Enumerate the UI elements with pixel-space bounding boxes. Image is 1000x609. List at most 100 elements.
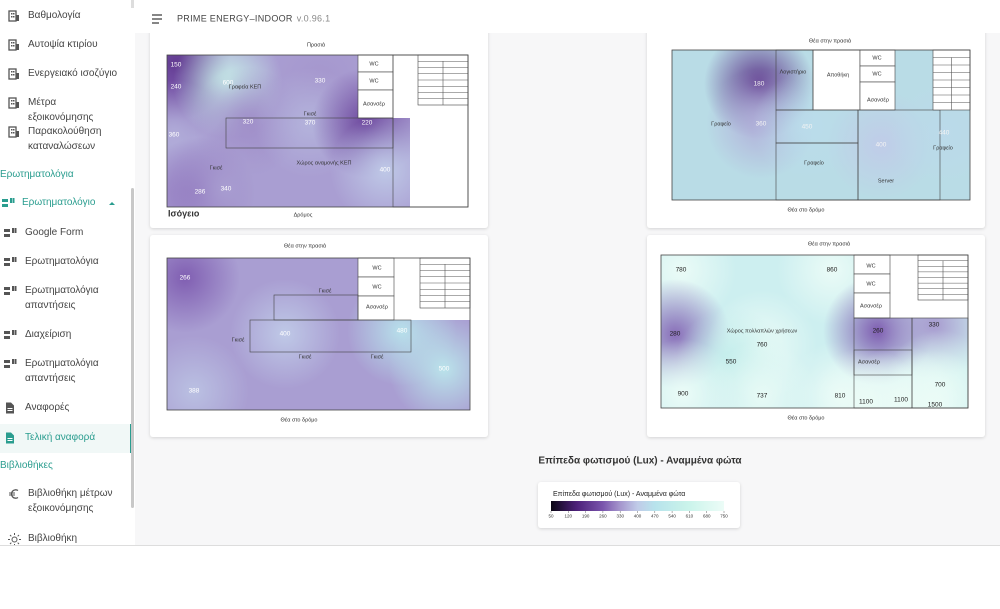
floor-label: Ισόγειο — [168, 208, 200, 218]
room-label: WC — [872, 55, 881, 61]
room-label: Server — [878, 178, 894, 184]
icon — [9, 489, 19, 499]
lux-value: 1100 — [859, 399, 873, 406]
legend-tick-label: 260 — [599, 514, 607, 519]
heat-blob — [880, 350, 968, 408]
floor-plan-card: Θέα στην πρασιά Θέα στο δρόμο WC WC Ασανσέρ Γ… — [150, 235, 488, 437]
icon — [4, 257, 17, 266]
sidebar-item[interactable]: Ερωτηματολόγια — [0, 255, 130, 283]
legend-bar — [551, 501, 724, 511]
floor-plan-card: Θέα στην πρασιά Θέα στο δρόμο Λογιστήριο Απ… — [647, 20, 985, 228]
header-bar — [135, 0, 1000, 33]
room-label: Ασανσέρ — [858, 358, 880, 365]
sidebar-item[interactable]: Βιβλιοθήκη κλιματικών — [0, 532, 130, 545]
plan-outline — [166, 257, 471, 411]
sidebar-item[interactable]: Google Form — [0, 226, 130, 254]
lux-value: 480 — [397, 328, 408, 335]
lux-value: 340 — [221, 186, 232, 193]
room-label: WC — [369, 61, 378, 67]
icon — [4, 228, 17, 237]
sidebar-label: Παρακολούθηση καταναλώσεων — [28, 126, 102, 152]
heat-blob — [661, 339, 738, 408]
content: Πρασιά Δρόμος Ισόγειο WC WC Ασανσέρ Γραφεία ΚΕ… — [135, 0, 1000, 528]
sidebar-item[interactable]: Ερωτηματολόγιο — [0, 196, 130, 224]
sidebar-item[interactable]: Ενεργειακό ισοζύγιο — [0, 67, 130, 95]
scrollbar-thumb — [131, 188, 134, 508]
heat-blob — [707, 341, 817, 408]
room-label: Γραφείο — [933, 145, 953, 151]
lux-value: 180 — [754, 81, 765, 88]
plan-side-label: Θέα στην πρασιά — [808, 240, 851, 247]
legend-title: Επίπεδα φωτισμού (Lux) - Αναμμένα φώτα — [553, 490, 685, 498]
lux-value: 220 — [362, 120, 373, 127]
sidebar-item[interactable]: Παρακολούθηση καταναλώσεων — [0, 125, 130, 153]
legend-tick-label: 680 — [703, 514, 711, 519]
room — [859, 81, 896, 111]
room-label: WC — [866, 281, 875, 287]
sidebar-item[interactable]: Ερωτηματολόγια απαντήσεις — [0, 357, 130, 385]
floor-plan-card: Θέα στην πρασιά Θέα στο δρόμο WC WC Ασανσέρ Χ… — [647, 235, 985, 437]
plan-outline — [660, 254, 969, 409]
plan-side-label: Θέα στην πρασιά — [809, 37, 852, 44]
lux-value: 440 — [939, 130, 950, 137]
lux-value: 810 — [835, 393, 846, 400]
sidebar-item[interactable]: Διαχείριση — [0, 328, 130, 356]
room-label: WC — [372, 265, 381, 271]
sidebar-item[interactable]: Αυτοψία κτιρίου — [0, 38, 130, 66]
sidebar-item[interactable]: Αναφορές — [0, 401, 130, 429]
plan-outline — [166, 54, 469, 208]
lux-value: 330 — [315, 78, 326, 85]
lux-value: 450 — [802, 124, 813, 131]
heat-blob — [171, 134, 281, 207]
plan-side-label: Θέα στο δρόμο — [788, 414, 825, 421]
lux-value: 1100 — [894, 397, 908, 404]
scrollbar-top — [131, 0, 134, 8]
lux-value: 400 — [380, 167, 391, 174]
heat-blob — [389, 314, 470, 410]
room-label: Γκισέ — [304, 110, 317, 117]
heatmap — [167, 55, 410, 207]
legend: Επίπεδα φωτισμού (Lux) - Αναμμένα φώτα Επ… — [538, 456, 742, 528]
wall — [853, 349, 913, 376]
lux-value: 280 — [670, 331, 681, 338]
sidebar-item[interactable]: Βαθμολογία — [0, 9, 130, 37]
legend-tick-label: 120 — [565, 514, 573, 519]
legend-tick-label: 540 — [668, 514, 676, 519]
lux-value: 550 — [726, 359, 737, 366]
sidebar-item[interactable]: Τελική αναφορά — [0, 424, 132, 453]
legend-heading: Επίπεδα φωτισμού (Lux) - Αναμμένα φώτα — [538, 456, 742, 467]
sidebar-label: Αυτοψία κτιρίου — [28, 39, 98, 50]
sidebar-label: Ενεργειακό ισοζύγιο — [28, 68, 118, 79]
legend-tick-label: 330 — [616, 514, 624, 519]
lux-value: 320 — [243, 119, 254, 126]
legend-tick-label: 610 — [686, 514, 694, 519]
lux-value: 1500 — [928, 402, 943, 409]
sidebar-label: Ερωτηματολόγια απαντήσεις — [25, 285, 99, 311]
lux-value: 388 — [189, 388, 200, 395]
lux-value: 360 — [169, 132, 180, 139]
room-label: Γκισέ — [299, 353, 312, 360]
sidebar-item[interactable]: Ερωτηματολόγια απαντήσεις — [0, 284, 130, 312]
sidebar-item[interactable]: Βιβλιοθήκη μέτρων εξοικονόμησης — [0, 487, 130, 515]
plan-side-label: Πρασιά — [307, 41, 326, 48]
room-label: Ασανσέρ — [366, 303, 388, 310]
lux-value: 400 — [876, 142, 887, 149]
icon — [8, 10, 19, 22]
heat-blob — [230, 279, 340, 389]
room-label: Ασανσέρ — [860, 302, 882, 309]
lux-value: 266 — [180, 275, 191, 282]
legend-tick-label: 400 — [634, 514, 642, 519]
lux-value: 330 — [929, 322, 940, 329]
icon — [8, 39, 19, 51]
sidebar-label: Βαθμολογία — [28, 10, 81, 21]
lux-value: 700 — [935, 382, 946, 389]
lux-value: 150 — [171, 62, 182, 69]
icon — [2, 198, 15, 207]
sidebar-item[interactable]: Μέτρα εξοικονόμησης — [0, 96, 130, 124]
room-label: WC — [872, 71, 881, 77]
heat-blob — [167, 336, 249, 410]
icon — [4, 330, 17, 339]
sidebar-label: Ερωτηματολόγιο — [22, 197, 96, 208]
divider — [0, 545, 1000, 546]
